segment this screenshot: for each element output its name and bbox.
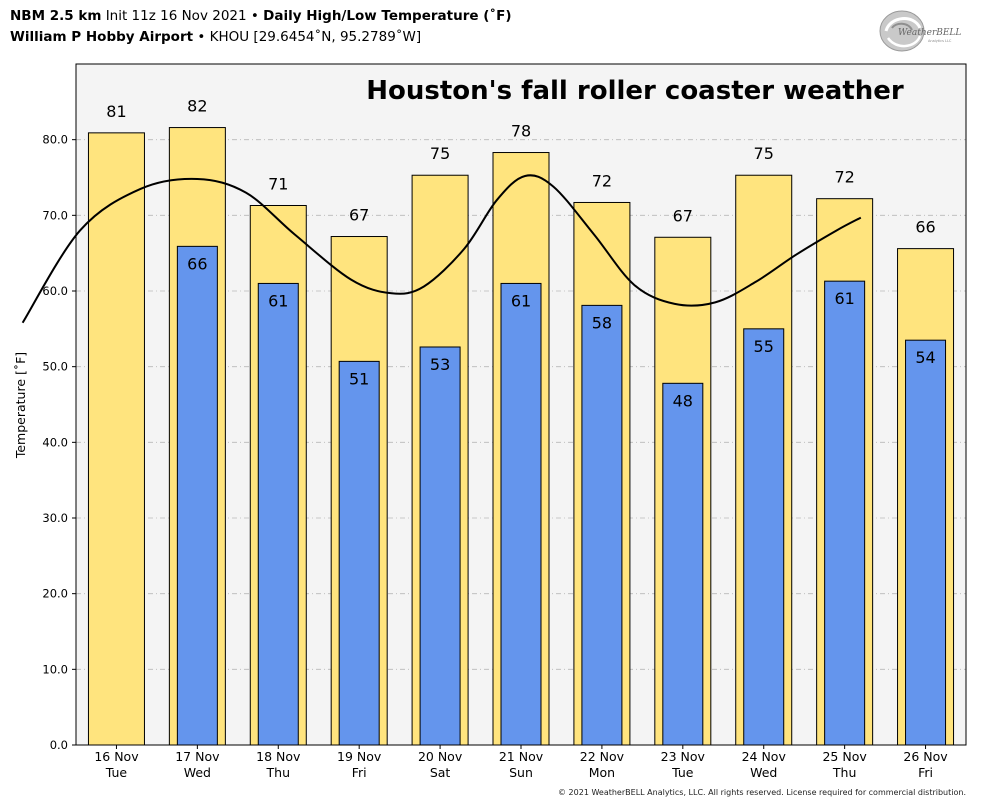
low-temp-label: 55	[754, 337, 774, 356]
low-temp-bar	[662, 382, 704, 746]
station-name: William P Hobby Airport	[10, 29, 194, 45]
y-tick-label: 80.0	[42, 133, 68, 147]
low-temp-label: 61	[268, 291, 288, 310]
y-tick-label: 50.0	[42, 360, 68, 374]
x-tick-date-label: 26 Nov	[903, 749, 948, 764]
x-tick-date-label: 25 Nov	[822, 749, 867, 764]
low-temp-label: 53	[430, 355, 450, 374]
station-coordinates: KHOU [29.6454˚N, 95.2789˚W]	[209, 29, 422, 45]
x-tick-day-label: Thu	[832, 765, 856, 780]
x-tick-day-label: Thu	[266, 765, 290, 780]
low-temp-bar	[419, 346, 461, 746]
header-line-1: NBM 2.5 km Init 11z 16 Nov 2021 • Daily …	[10, 6, 512, 27]
chart-header: NBM 2.5 km Init 11z 16 Nov 2021 • Daily …	[10, 6, 512, 48]
weatherbell-swirl-logo-icon: WeatherBELL Analytics LLC	[879, 10, 961, 52]
low-temp-bar	[176, 245, 218, 746]
low-temp-bar	[500, 282, 542, 746]
temperature-trend-curve	[21, 174, 862, 324]
low-temp-bar	[338, 360, 380, 746]
high-temp-label: 75	[754, 144, 774, 163]
x-tick-day-label: Sun	[509, 765, 533, 780]
low-temp-bar	[743, 328, 785, 746]
high-temp-label: 67	[673, 206, 693, 225]
x-tick-date-label: 22 Nov	[580, 749, 625, 764]
y-tick-label: 70.0	[42, 208, 68, 222]
y-tick-label: 0.0	[50, 738, 68, 752]
header-separator: •	[250, 8, 259, 24]
y-tick-label: 60.0	[42, 284, 68, 298]
y-tick-label: 10.0	[42, 662, 68, 676]
low-temp-label: 61	[834, 289, 854, 308]
x-tick-date-label: 17 Nov	[175, 749, 220, 764]
x-tick-date-label: 23 Nov	[661, 749, 706, 764]
weatherbell-logo: WeatherBELL Analytics LLC	[876, 6, 968, 56]
x-tick-day-label: Mon	[589, 765, 615, 780]
low-temp-label: 61	[511, 291, 531, 310]
product-name: Daily High/Low Temperature (˚F)	[263, 8, 512, 24]
x-tick-day-label: Sat	[430, 765, 451, 780]
copyright-notice: © 2021 WeatherBELL Analytics, LLC. All r…	[558, 788, 966, 797]
low-temp-label: 51	[349, 369, 369, 388]
low-temp-label: 54	[915, 348, 935, 367]
svg-text:WeatherBELL: WeatherBELL	[898, 28, 961, 38]
x-tick-day-label: Fri	[352, 765, 367, 780]
x-tick-date-label: 16 Nov	[94, 749, 139, 764]
x-tick-day-label: Wed	[184, 765, 211, 780]
x-tick-day-label: Tue	[671, 765, 694, 780]
low-temp-bar	[824, 280, 866, 746]
high-temp-label: 67	[349, 206, 369, 225]
high-temp-label: 75	[430, 144, 450, 163]
low-temp-label: 48	[673, 391, 693, 410]
x-tick-date-label: 24 Nov	[742, 749, 787, 764]
x-tick-date-label: 21 Nov	[499, 749, 544, 764]
x-tick-date-label: 20 Nov	[418, 749, 463, 764]
header-line-2: William P Hobby Airport • KHOU [29.6454˚…	[10, 27, 512, 48]
svg-text:Analytics LLC: Analytics LLC	[928, 39, 952, 43]
model-name: NBM 2.5 km	[10, 8, 102, 24]
y-tick-label: 20.0	[42, 587, 68, 601]
high-temp-label: 78	[511, 122, 531, 141]
low-temp-bar	[905, 339, 947, 746]
high-temp-label: 72	[592, 171, 612, 190]
low-temp-bar	[257, 282, 299, 746]
x-tick-date-label: 18 Nov	[256, 749, 301, 764]
high-temp-label: 81	[106, 102, 126, 121]
low-temp-label: 58	[592, 313, 612, 332]
y-tick-label: 40.0	[42, 435, 68, 449]
x-tick-date-label: 19 Nov	[337, 749, 382, 764]
high-temp-label: 72	[834, 168, 854, 187]
low-temp-label: 66	[187, 254, 207, 273]
high-temp-label: 71	[268, 174, 288, 193]
chart-title: Houston's fall roller coaster weather	[366, 76, 904, 106]
high-temp-label: 66	[915, 218, 935, 237]
header-separator: •	[197, 29, 206, 45]
x-tick-day-label: Fri	[918, 765, 933, 780]
high-temp-bar	[87, 132, 145, 746]
high-temp-label: 82	[187, 97, 207, 116]
low-temp-bar	[581, 304, 623, 746]
y-axis-label: Temperature [˚F]	[13, 352, 28, 459]
init-time: Init 11z 16 Nov 2021	[105, 8, 247, 24]
x-tick-day-label: Tue	[105, 765, 128, 780]
y-tick-label: 30.0	[42, 511, 68, 525]
x-tick-day-label: Wed	[750, 765, 777, 780]
